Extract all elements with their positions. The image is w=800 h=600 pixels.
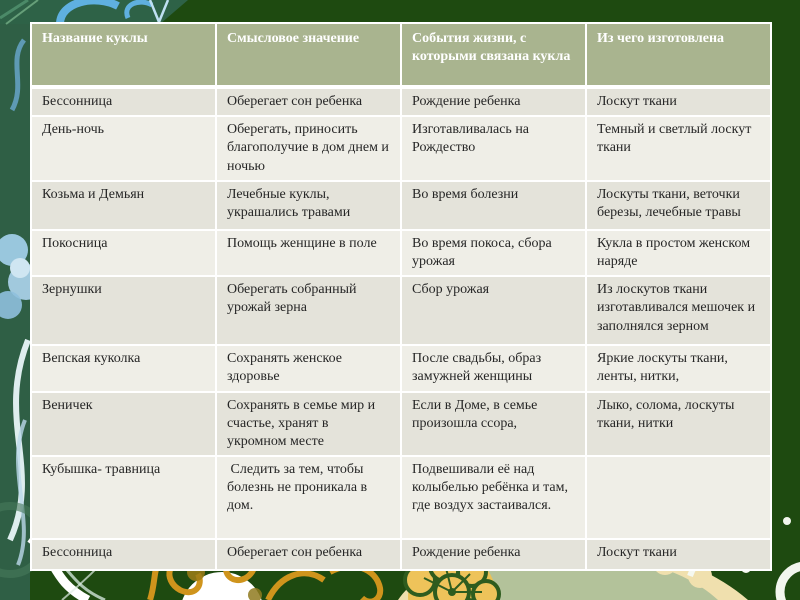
table-cell: Лоскут ткани <box>585 538 772 572</box>
table-cell: Рождение ребенка <box>400 85 587 118</box>
table-cell: Бессонница <box>30 538 217 572</box>
table-cell <box>585 455 772 541</box>
table-cell: Яркие лоскуты ткани, ленты, нитки, <box>585 344 772 393</box>
table-cell: Оберегать собранный урожай зерна <box>215 275 402 347</box>
table-cell: Темный и светлый лоскут ткани <box>585 115 772 182</box>
table-body: Бессонница Оберегает сон ребенка Рождение … <box>30 85 772 572</box>
table-cell: Бессонница <box>30 85 217 118</box>
table-cell: Подвешивали её над колыбелью ребёнка и т… <box>400 455 587 541</box>
table-row: Зернушки Оберегать собранный урожай зерна… <box>30 275 772 347</box>
table-cell: После свадьбы, образ замужней женщины <box>400 344 587 393</box>
table-cell: Лоскуты ткани, веточки березы, лечебные … <box>585 179 772 231</box>
table-cell: Лыко, солома, лоскуты ткани, нитки <box>585 390 772 458</box>
left-ornament-band <box>0 0 188 600</box>
table-cell: Веничек <box>30 390 217 458</box>
table-row: Покосница Помощь женщине в поле Во время п… <box>30 228 772 278</box>
table-row: Кубышка- травница Следить за тем, чтобы … <box>30 455 772 541</box>
table-cell: Во время покоса, сбора урожая <box>400 228 587 278</box>
table-row: Вепская куколка Сохранять женское здоровь… <box>30 344 772 393</box>
table-cell: Зернушки <box>30 275 217 347</box>
table-row: Бессонница Оберегает сон ребенка Рождение … <box>30 85 772 118</box>
table-cell: Оберегает сон ребенка <box>215 85 402 118</box>
table-cell: Оберегает сон ребенка <box>215 538 402 572</box>
dolls-info-table: Название куклы Смысловое значение События … <box>30 22 772 572</box>
table-cell: Сбор урожая <box>400 275 587 347</box>
table-cell: Козьма и Демьян <box>30 179 217 231</box>
table-cell: Из лоскутов ткани изготавливался мешочек… <box>585 275 772 347</box>
white-ring-ornament <box>775 562 800 600</box>
table-cell: Рождение ребенка <box>400 538 587 572</box>
table-cell: Во время болезни <box>400 179 587 231</box>
table-row: Бессонница Оберегает сон ребенка Рождение … <box>30 538 772 572</box>
table-cell: Кубышка- травница <box>30 455 217 541</box>
table-cell: Лоскут ткани <box>585 85 772 118</box>
table-row: День-ночь Оберегать, приносить благополуч… <box>30 115 772 182</box>
table-cell: Покосница <box>30 228 217 278</box>
table-cell: Оберегать, приносить благополучие в дом … <box>215 115 402 182</box>
table-cell: Сохранять женское здоровье <box>215 344 402 393</box>
table-cell: Вепская куколка <box>30 344 217 393</box>
table-row: Козьма и Демьян Лечебные куклы, украшалис… <box>30 179 772 231</box>
table-row: Веничек Сохранять в семье мир и счастье, … <box>30 390 772 458</box>
column-header-1: Смысловое значение <box>215 22 402 89</box>
table-cell: Кукла в простом женском наряде <box>585 228 772 278</box>
table-cell: Лечебные куклы, украшались травами <box>215 179 402 231</box>
table-cell: Сохранять в семье мир и счастье, хранят … <box>215 390 402 458</box>
column-header-3: Из чего изготовлена <box>585 22 772 89</box>
table-cell: Изготавливалась на Рождество <box>400 115 587 182</box>
table-header-row: Название куклы Смысловое значение События … <box>30 22 772 89</box>
table-cell: Помощь женщине в поле <box>215 228 402 278</box>
table-header: Название куклы Смысловое значение События … <box>30 22 772 89</box>
column-header-2: События жизни, с которыми связана кукла <box>400 22 587 89</box>
table-cell: День-ночь <box>30 115 217 182</box>
table-cell: Если в Доме, в семье произошла ссора, <box>400 390 587 458</box>
column-header-0: Название куклы <box>30 22 217 89</box>
table-cell: Следить за тем, чтобы болезнь не проника… <box>215 455 402 541</box>
